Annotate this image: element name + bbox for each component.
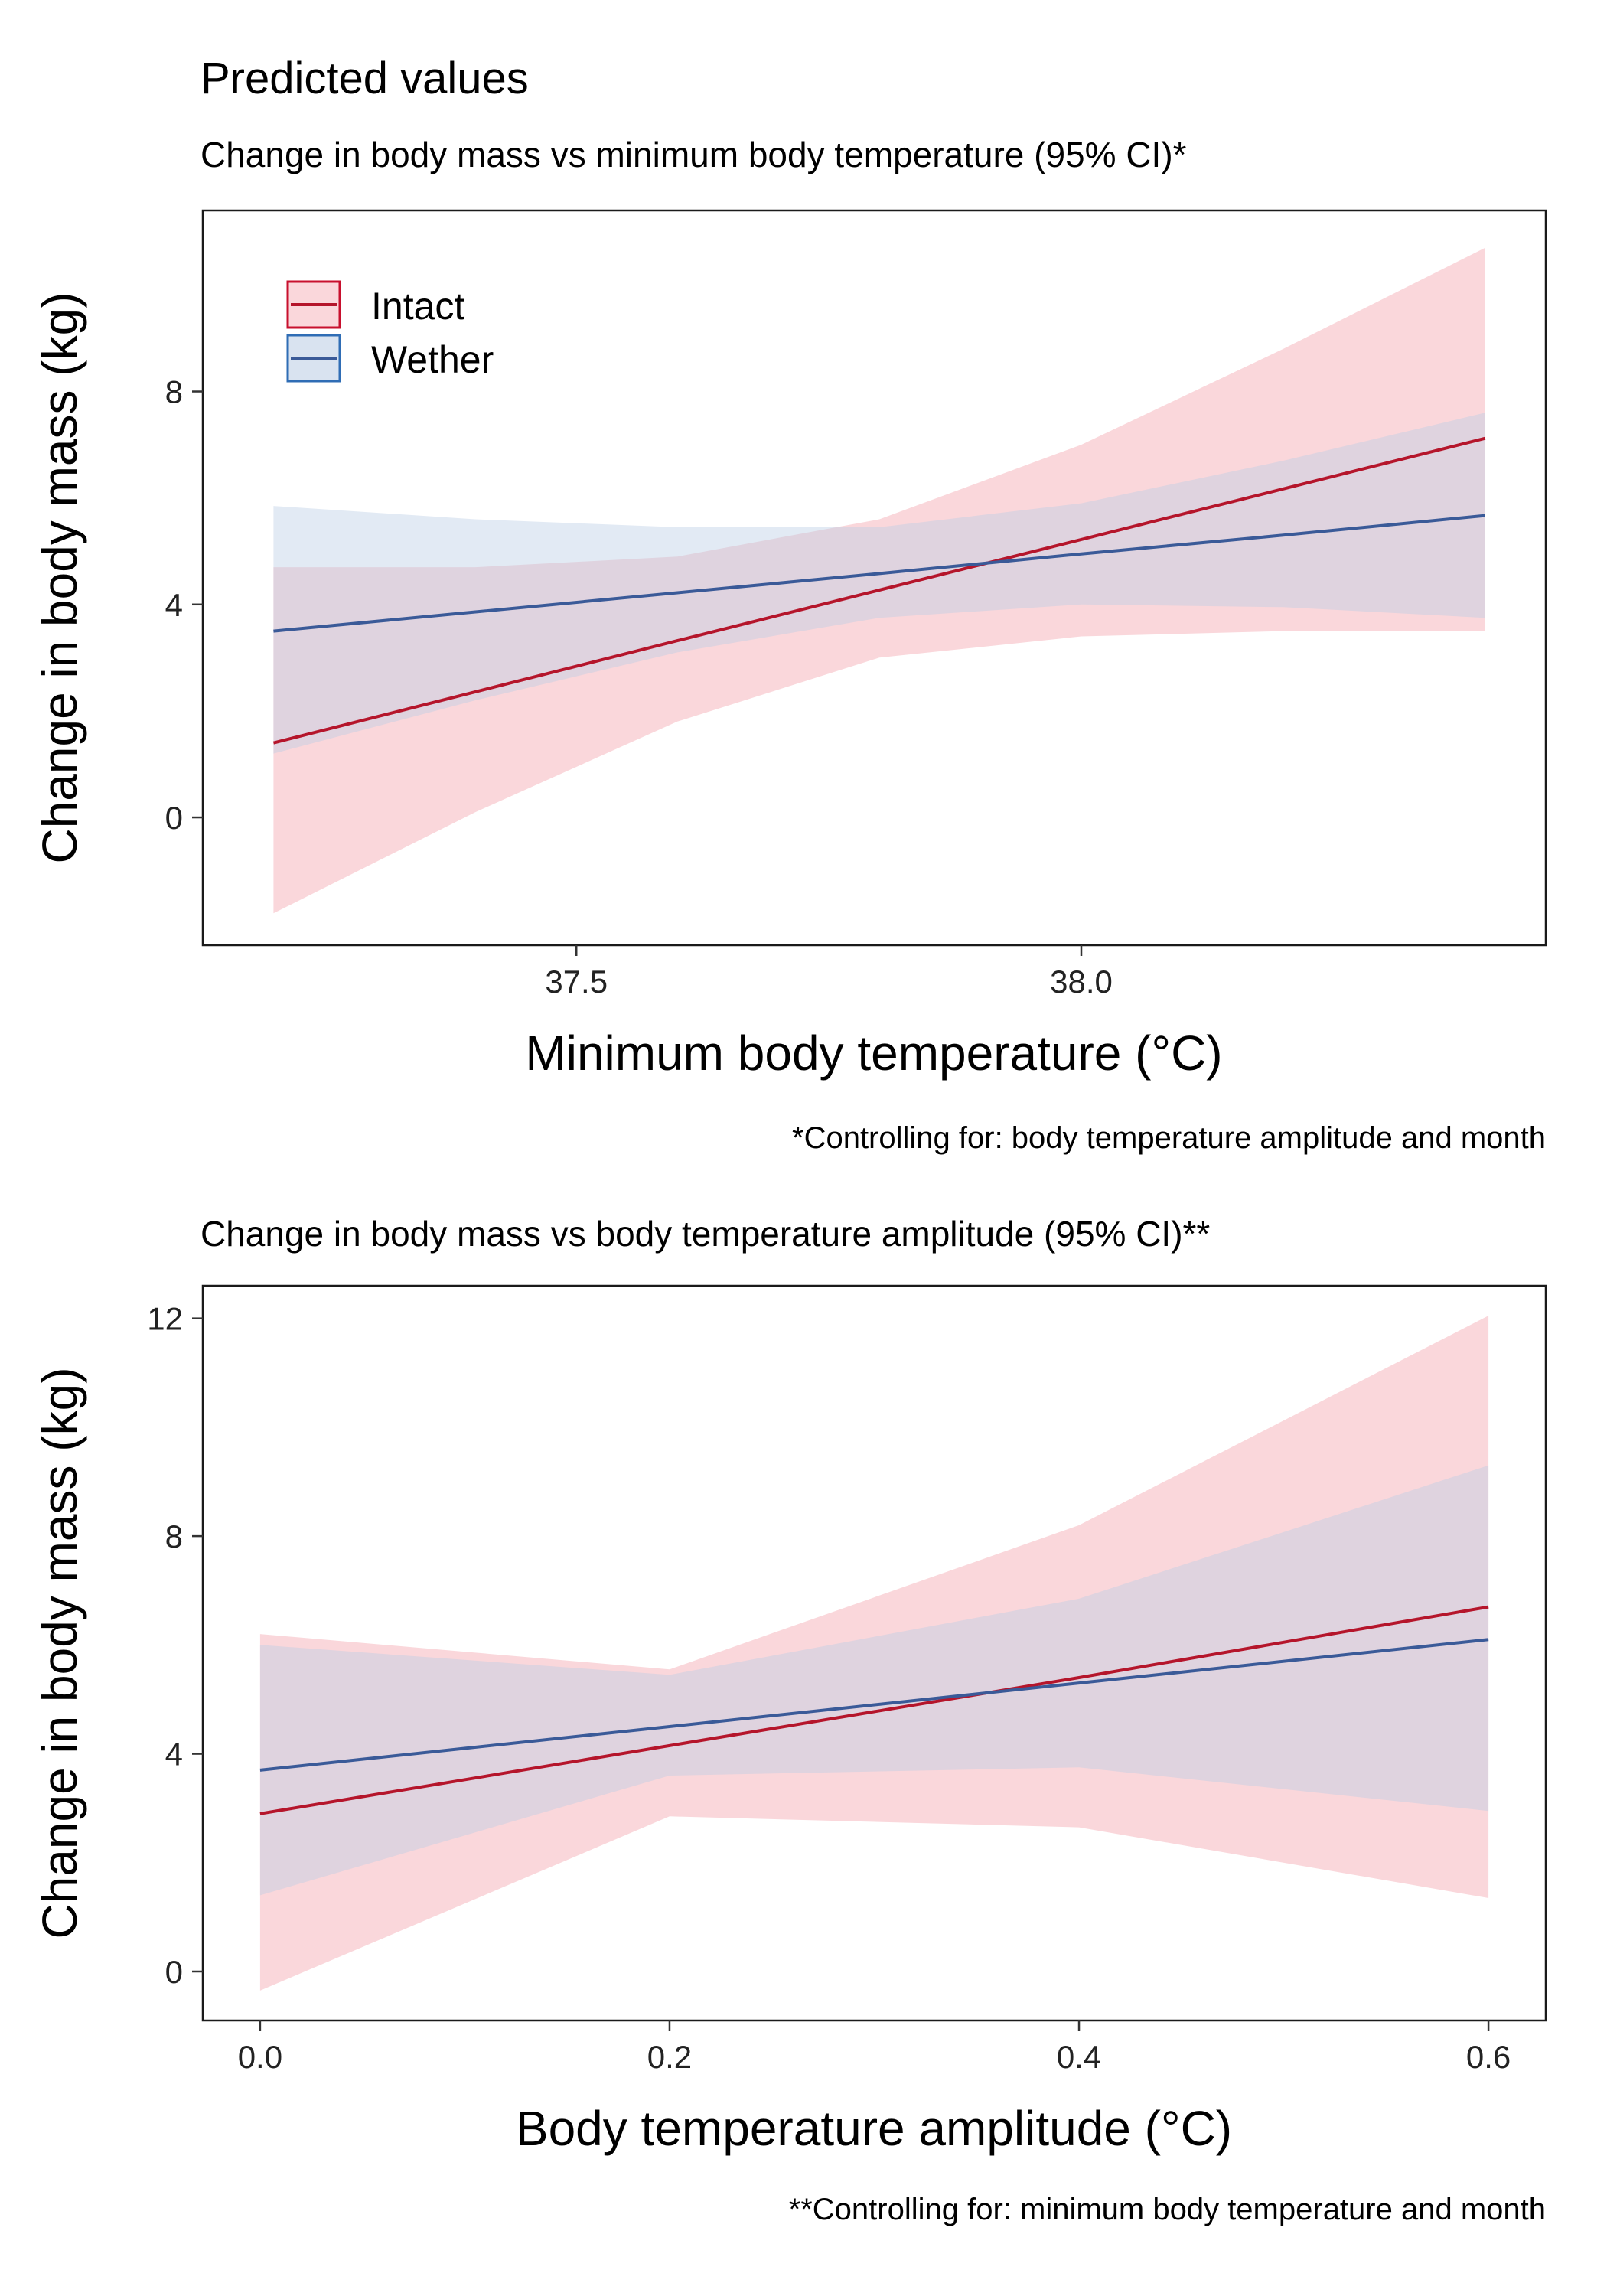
chart-1-line-intact xyxy=(272,436,1486,745)
chart-2-panel-border xyxy=(201,1284,1547,2022)
chart-1-ci-band-intact xyxy=(273,247,1485,914)
chart-2-x-tick-label: 0.6 xyxy=(1466,2039,1511,2075)
chart-1-x-tick-label: 38.0 xyxy=(1050,964,1113,1000)
chart-2-y-tick-label: 8 xyxy=(165,1518,183,1554)
chart-2-lines xyxy=(259,1605,1489,1815)
chart-2-x-axis-title: Body temperature amplitude (°C) xyxy=(516,2101,1232,2156)
chart-panel-2: Change in body mass vs body temperature … xyxy=(32,1214,1547,2226)
chart-1-lines xyxy=(272,436,1486,745)
chart-1-y-axis-title: Change in body mass (kg) xyxy=(32,292,87,863)
chart-1-x-axis-title: Minimum body temperature (°C) xyxy=(525,1026,1222,1081)
legend-label-intact: Intact xyxy=(371,285,464,328)
chart-1-caption: *Controlling for: body temperature ampli… xyxy=(792,1121,1546,1155)
chart-2-y-tick-label: 4 xyxy=(165,1737,183,1773)
chart-2-y-axis: 0 4 8 12 xyxy=(147,1301,203,1990)
figure-title: Predicted values xyxy=(200,54,529,103)
chart-1-y-tick-label: 8 xyxy=(165,374,183,410)
chart-1-x-tick-label: 37.5 xyxy=(545,964,608,1000)
chart-2-y-tick-label: 12 xyxy=(147,1301,183,1337)
chart-1-ci-band-wether xyxy=(273,413,1485,754)
chart-1-plot: 37.5 38.0 0 4 8 xyxy=(165,209,1547,1000)
legend-item-intact: Intact xyxy=(286,280,464,329)
chart-1-y-axis: 0 4 8 xyxy=(165,374,203,836)
chart-1-title: Change in body mass vs minimum body temp… xyxy=(200,135,1187,174)
legend: Intact Wether xyxy=(286,280,494,383)
chart-2-title: Change in body mass vs body temperature … xyxy=(200,1214,1210,1254)
chart-2-ci-band-intact xyxy=(259,1316,1489,1991)
chart-2-x-tick-label: 0.0 xyxy=(238,2039,282,2075)
chart-1-panel-border xyxy=(201,209,1547,947)
chart-2-caption: **Controlling for: minimum body temperat… xyxy=(789,2193,1546,2226)
chart-1-y-tick-label: 0 xyxy=(165,800,183,836)
chart-2-y-tick-label: 0 xyxy=(165,1954,183,1990)
chart-2-x-axis: 0.0 0.2 0.4 0.6 xyxy=(238,2020,1511,2075)
chart-2-y-axis-title: Change in body mass (kg) xyxy=(32,1367,87,1939)
legend-label-wether: Wether xyxy=(371,338,494,381)
chart-2-x-tick-label: 0.4 xyxy=(1057,2039,1101,2075)
legend-item-wether: Wether xyxy=(286,334,494,383)
chart-2-line-wether xyxy=(259,1638,1489,1772)
chart-2-line-intact xyxy=(259,1605,1489,1815)
chart-2-ci-band-wether xyxy=(259,1465,1489,1896)
chart-2-x-tick-label: 0.2 xyxy=(647,2039,692,2075)
chart-2-bands xyxy=(259,1316,1489,1991)
chart-2-plot: 0.0 0.2 0.4 0.6 0 4 8 12 xyxy=(147,1284,1547,2075)
chart-1-bands xyxy=(273,247,1485,914)
chart-1-x-axis: 37.5 38.0 xyxy=(545,945,1113,1000)
chart-1-y-tick-label: 4 xyxy=(165,587,183,623)
chart-1-line-wether xyxy=(273,514,1485,633)
chart-panel-1: Change in body mass vs minimum body temp… xyxy=(32,135,1547,1155)
